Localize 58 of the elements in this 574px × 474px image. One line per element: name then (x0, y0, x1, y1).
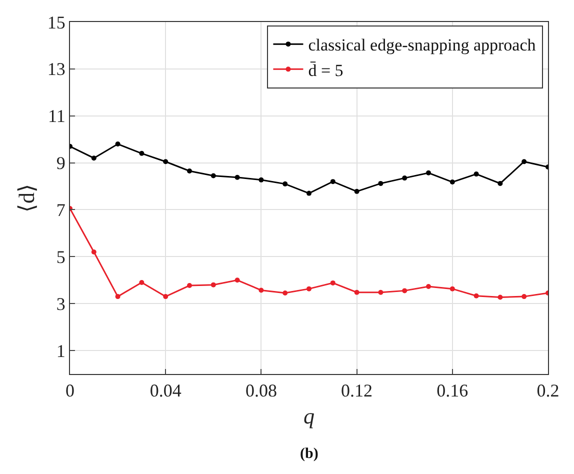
point (522, 294, 527, 300)
point (378, 180, 384, 186)
point (498, 294, 503, 300)
y-tick-label: 15 (47, 12, 66, 32)
point (402, 176, 408, 181)
y-tick-label: 13 (47, 59, 66, 80)
legend-label: d̄ = 5 (308, 60, 344, 80)
point (234, 278, 240, 283)
x-tick-label: 0.16 (436, 380, 468, 401)
text: (b) (300, 446, 318, 462)
point (378, 290, 384, 295)
x-tick-label: 0.04 (150, 380, 182, 401)
x-tick-label: 0.12 (341, 380, 373, 401)
point (115, 294, 120, 300)
y-tick-label: 3 (56, 294, 66, 314)
point (354, 188, 360, 194)
y-tick-label: 5 (56, 246, 66, 267)
point (163, 159, 168, 164)
point (330, 280, 336, 286)
line-series (70, 142, 548, 196)
point (306, 190, 312, 196)
point (450, 286, 455, 292)
y-tick-label: 9 (56, 153, 66, 174)
y-tick-label: 11 (48, 106, 66, 126)
y-axis-title: ⟨d⟩ (14, 184, 40, 212)
y-tick-label: 1 (56, 340, 66, 361)
point (139, 280, 144, 285)
point (330, 179, 336, 184)
point (474, 172, 479, 177)
x-tick-label: 0.2 (536, 380, 560, 401)
point (498, 180, 503, 186)
x-tick-label: 0 (66, 380, 74, 401)
point (306, 286, 312, 292)
point (115, 142, 120, 147)
point (282, 181, 288, 186)
point (474, 293, 479, 298)
point (426, 170, 431, 176)
legend-label: classical edge-snapping approach (308, 36, 536, 55)
point (402, 288, 408, 294)
point (187, 168, 192, 174)
point (210, 282, 216, 288)
point (139, 150, 144, 156)
point (91, 249, 96, 254)
point (258, 288, 264, 293)
point (354, 290, 360, 295)
point (91, 156, 96, 161)
point (426, 284, 431, 289)
point (187, 283, 192, 288)
x-axis-title: q (304, 404, 314, 428)
point (450, 180, 455, 185)
point (234, 174, 240, 180)
x-tick-label: 0.08 (245, 380, 277, 401)
y-tick-label: 7 (56, 200, 66, 220)
point (258, 177, 264, 182)
point (163, 294, 168, 300)
point (522, 159, 527, 164)
point (210, 173, 216, 178)
point (282, 290, 288, 296)
